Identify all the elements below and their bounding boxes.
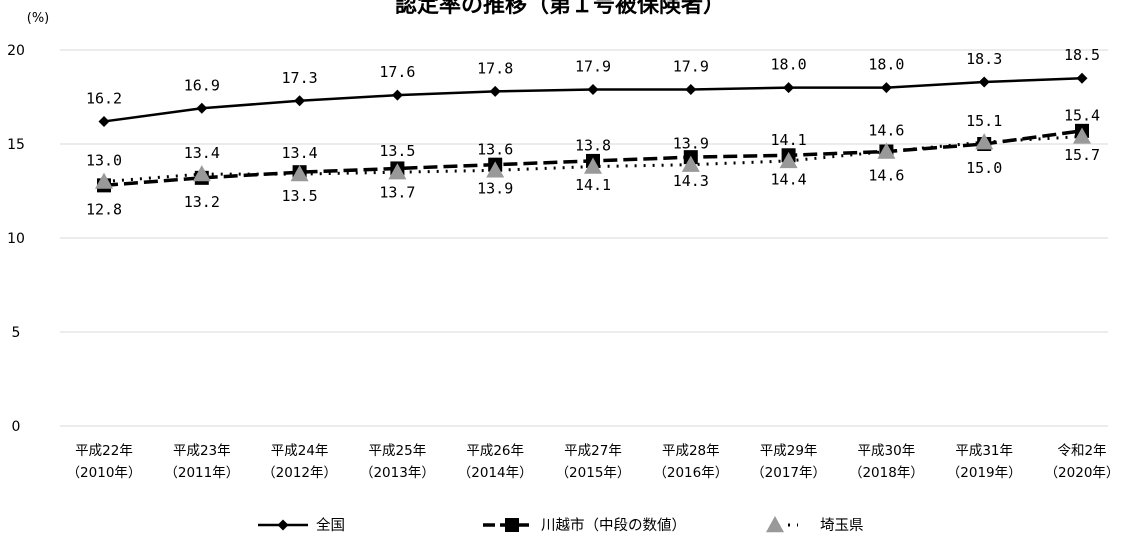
x-tick-label: （2019年） — [947, 465, 1022, 481]
legend-label: 全国 — [316, 516, 345, 534]
legend-label: 川越市（中段の数値） — [541, 517, 686, 534]
data-label: 13.6 — [477, 140, 513, 158]
triangle-marker — [388, 163, 407, 180]
data-label: 14.4 — [771, 170, 807, 188]
x-axis-ticks: 平成22年 （2010年） 平成23年 （2011年） 平成24年 （2012年） 平成25… — [67, 443, 1120, 481]
data-label: 15.1 — [966, 112, 1002, 130]
data-label: 16.2 — [86, 89, 122, 107]
x-tick-label: （2017年） — [751, 465, 826, 481]
triangle-marker — [584, 157, 602, 174]
y-tick-label: 20 — [7, 43, 25, 59]
data-label: 14.6 — [868, 122, 904, 140]
data-label: 18.0 — [771, 56, 807, 74]
x-tick-label: 平成30年 — [858, 443, 916, 459]
diamond-marker — [98, 115, 110, 127]
chart-title: 認定率の推移（第１号被保険者） — [395, 0, 725, 18]
triangle-marker — [486, 161, 505, 178]
data-label: 12.8 — [86, 200, 122, 218]
triangle-marker — [192, 165, 211, 182]
diamond-marker — [587, 83, 599, 95]
y-axis-ticks: 0 5 10 15 20 — [7, 43, 25, 435]
x-tick-label: （2012年） — [262, 465, 337, 481]
data-label: 13.4 — [282, 144, 318, 162]
x-tick-label: 平成22年 — [75, 443, 133, 459]
x-tick-label: （2018年） — [849, 465, 924, 481]
data-label: 14.1 — [575, 176, 611, 194]
x-tick-label: 平成24年 — [271, 443, 329, 459]
x-tick-label: 令和2年 — [1057, 443, 1106, 459]
x-tick-label: 平成31年 — [955, 443, 1013, 459]
y-tick-label: 15 — [7, 137, 25, 153]
diamond-marker — [880, 82, 892, 94]
data-label: 15.4 — [1064, 106, 1100, 124]
triangle-marker — [779, 151, 798, 169]
data-label: 13.5 — [379, 142, 415, 160]
triangle-marker — [975, 133, 994, 150]
x-tick-label: （2013年） — [360, 465, 435, 481]
data-label: 15.7 — [1064, 146, 1100, 164]
diamond-marker — [1076, 72, 1088, 84]
data-label: 17.9 — [575, 57, 611, 75]
x-tick-label: 平成25年 — [369, 443, 427, 459]
y-tick-label: 0 — [12, 419, 21, 435]
data-label: 18.5 — [1064, 46, 1100, 64]
x-tick-label: 平成26年 — [466, 443, 524, 459]
triangle-marker — [681, 155, 700, 172]
x-tick-label: 平成29年 — [760, 443, 818, 459]
data-label: 13.5 — [282, 187, 318, 205]
data-label: 13.0 — [86, 152, 122, 170]
x-tick-label: （2014年） — [458, 465, 533, 481]
x-tick-label: （2016年） — [653, 465, 728, 481]
diamond-marker — [196, 102, 208, 114]
y-tick-label: 5 — [12, 325, 21, 341]
data-label: 13.9 — [673, 135, 709, 153]
triangle-marker — [877, 142, 896, 159]
diamond-marker — [685, 83, 697, 95]
series-layer — [95, 72, 1091, 193]
legend-label: 埼玉県 — [820, 517, 864, 534]
diamond-marker — [489, 85, 501, 97]
diamond-marker — [294, 95, 306, 107]
diamond-marker — [277, 519, 289, 531]
diamond-marker — [783, 82, 795, 94]
series-line — [103, 134, 1083, 184]
x-tick-label: 平成28年 — [662, 443, 720, 459]
triangle-marker — [1073, 127, 1091, 144]
data-label: 15.0 — [966, 159, 1002, 177]
gridlines — [60, 49, 1108, 427]
data-labels: 16.2 16.9 17.3 17.6 17.8 17.9 17.9 18.0 18.0 18.3… — [86, 46, 1100, 218]
data-label: 13.4 — [184, 144, 220, 162]
data-label: 17.6 — [379, 63, 415, 81]
data-label: 13.9 — [477, 180, 513, 198]
x-tick-label: （2010年） — [67, 465, 142, 481]
triangle-marker — [766, 516, 784, 533]
data-label: 16.9 — [184, 76, 220, 94]
y-tick-label: 10 — [7, 231, 25, 247]
diamond-marker — [978, 76, 990, 88]
legend: 全国 川越市（中段の数値） 埼玉県 — [258, 516, 864, 534]
data-label: 14.6 — [868, 167, 904, 185]
square-marker — [505, 518, 519, 532]
diamond-marker — [391, 89, 403, 101]
data-label: 13.8 — [575, 137, 611, 155]
data-label: 18.3 — [966, 50, 1002, 68]
x-tick-label: 平成23年 — [173, 443, 231, 459]
x-tick-label: （2015年） — [556, 465, 631, 481]
y-axis-unit: (%) — [27, 11, 50, 26]
data-label: 14.3 — [673, 172, 709, 190]
triangle-marker — [290, 165, 309, 182]
data-label: 13.7 — [379, 183, 415, 201]
x-tick-label: 平成27年 — [564, 443, 622, 459]
data-label: 18.0 — [868, 56, 904, 74]
data-label: 17.8 — [477, 59, 513, 77]
x-tick-label: （2011年） — [164, 465, 239, 481]
data-label: 14.1 — [771, 131, 807, 149]
data-label: 13.2 — [184, 193, 220, 211]
x-tick-label: （2020年） — [1045, 465, 1120, 481]
data-label: 17.9 — [673, 57, 709, 75]
triangle-marker — [95, 172, 113, 189]
data-label: 17.3 — [282, 69, 318, 87]
